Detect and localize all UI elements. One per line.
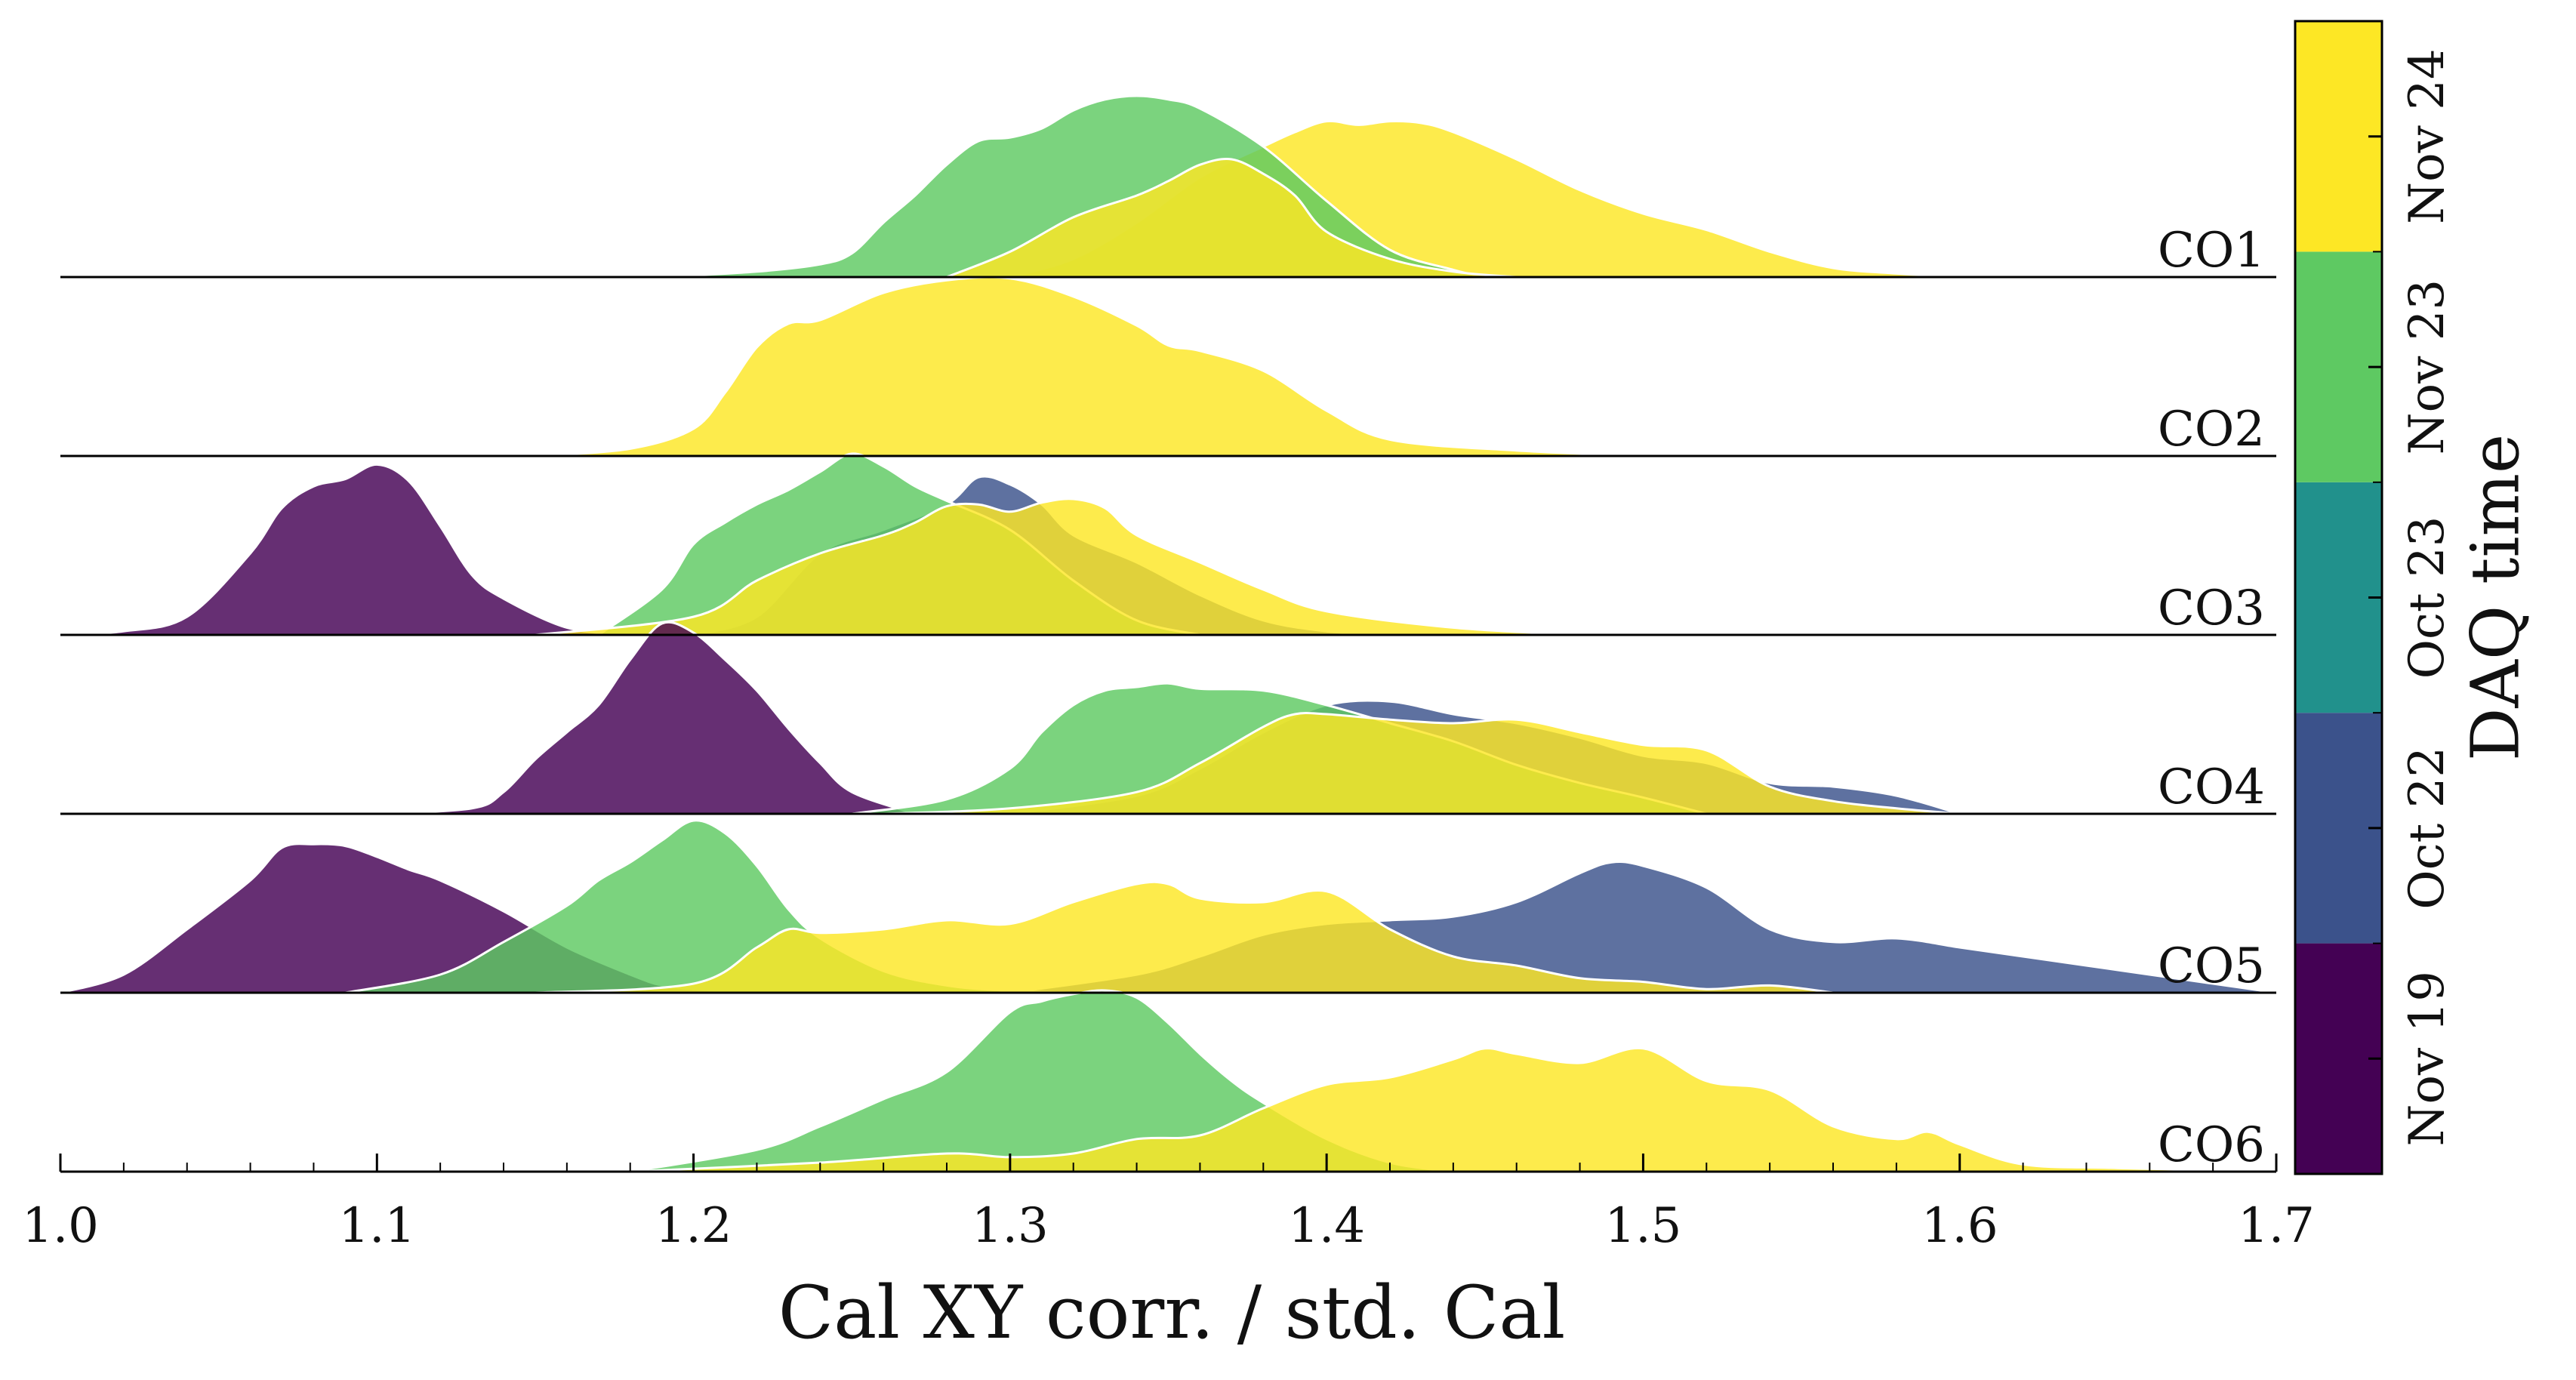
row-label-co3: CO3 [2158,581,2265,636]
density-outline-co1 [661,94,1486,279]
colorbar-segment-oct-23 [2295,482,2382,713]
density-outline-co5 [535,880,1834,994]
density-area-co3-nov-19 [60,464,630,635]
colorbar-title: DAQ time [2457,434,2534,761]
ridge-baselines [60,276,2276,1173]
colorbar-tick-label: Nov 19 [2399,971,2455,1146]
colorbar: Nov 19 Oct 22 Oct 23 Nov 23 Nov 24 DAQ time [2294,20,2534,1175]
colorbar-tick-label: Nov 23 [2399,279,2455,454]
colorbar-segment-nov-23 [2295,251,2382,482]
density-outline-co3 [60,463,630,636]
row-labels: CO1 CO2 CO3 CO4 CO5 CO6 [2158,223,2265,1173]
row-label-co5: CO5 [2158,938,2265,994]
density-area-co2-nov-24 [535,277,1644,456]
density-area-co5-nov-23 [345,820,1074,993]
ridge-areas [60,94,2277,1173]
density-area-co4-nov-19 [377,622,916,814]
x-tick-label: 1.4 [1288,1198,1365,1254]
density-outline-co4 [377,621,916,815]
colorbar-frame [2294,20,2383,1175]
x-axis-title: Cal XY corr. / std. Cal [778,1271,1566,1355]
density-outline-co3 [535,497,1580,636]
x-tick-label: 1.0 [22,1198,99,1254]
density-outline-co2 [535,276,1644,457]
x-tick-label: 1.5 [1605,1198,1682,1254]
row-label-co1: CO1 [2158,223,2265,279]
x-tick-label: 1.1 [338,1198,415,1254]
x-tick-label: 1.2 [655,1198,732,1254]
density-outline-co4 [883,711,1960,815]
x-axis: 1.0 1.1 1.2 1.3 1.4 1.5 1.6 1.7 [22,1154,2315,1254]
colorbar-segment-oct-22 [2295,713,2382,944]
density-area-co3-nov-24 [535,498,1580,635]
density-outline-co1 [946,158,1517,279]
colorbar-segment-nov-24 [2295,21,2382,252]
colorbar-tick-label: Oct 23 [2399,516,2455,679]
density-area-co1-nov-24 [947,159,1517,277]
colorbar-tick-label: Nov 24 [2399,48,2455,223]
x-tick-label: 1.3 [972,1198,1049,1254]
x-tick-label: 1.6 [1921,1198,1998,1254]
row-label-co2: CO2 [2158,402,2265,457]
row-label-co4: CO4 [2158,759,2265,815]
colorbar-tick-label: Oct 22 [2399,747,2455,910]
row-label-co6: CO6 [2158,1117,2265,1173]
density-area-co6-nov-24 [630,1048,2277,1172]
colorbar-segment-nov-19 [2295,943,2382,1174]
density-outline-co6 [630,1046,2277,1173]
x-tick-label: 1.7 [2238,1198,2315,1254]
